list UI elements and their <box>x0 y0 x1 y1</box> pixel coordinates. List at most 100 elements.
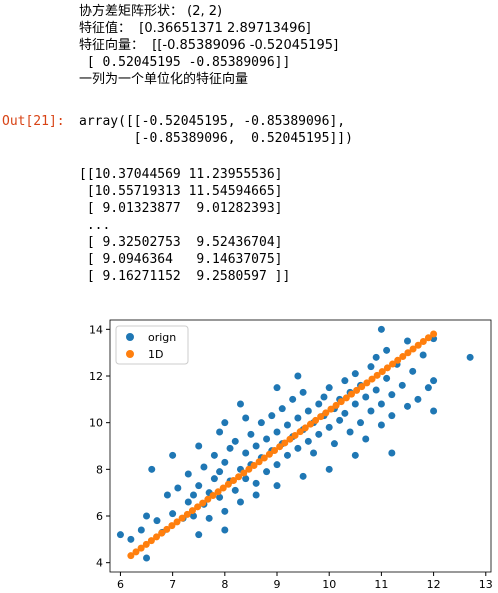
orign-point <box>252 491 260 499</box>
projected-1d-point <box>399 353 407 361</box>
orign-point <box>351 370 359 378</box>
orign-point <box>273 384 281 392</box>
orign-point <box>226 444 234 452</box>
projected-1d-point <box>358 383 366 391</box>
orign-point <box>398 381 406 389</box>
orign-point <box>430 377 438 385</box>
projected-1d-point <box>147 537 155 545</box>
orign-point <box>351 451 359 459</box>
printed-line: [ 9.16271152 9.2580597 ]] <box>79 269 291 284</box>
projected-1d-point <box>153 533 161 541</box>
orign-point <box>221 419 229 427</box>
orign-point <box>221 526 229 534</box>
orign-point <box>247 430 255 438</box>
projected-1d-point <box>127 552 135 560</box>
orign-point <box>299 388 307 396</box>
projected-1d-point <box>383 364 391 372</box>
orign-point <box>263 435 271 443</box>
projected-1d-point <box>322 409 330 417</box>
projected-1d-point <box>347 390 355 398</box>
projected-1d-point <box>353 386 361 394</box>
orign-point <box>195 531 203 539</box>
projected-1d-point <box>235 473 243 481</box>
y-tick-label: 6 <box>96 510 103 523</box>
projected-1d-point <box>281 439 289 447</box>
projected-1d-point <box>301 424 309 432</box>
orign-point <box>315 430 323 438</box>
orign-point <box>257 419 265 427</box>
projected-1d-point <box>332 401 340 409</box>
orign-point <box>367 363 375 371</box>
orign-point <box>216 428 224 436</box>
projected-1d-point <box>312 416 320 424</box>
orign-point <box>231 486 239 494</box>
orign-point <box>190 491 198 499</box>
projected-1d-point <box>158 529 166 537</box>
printed-line: [10.55719313 11.54594665] <box>79 184 283 199</box>
projected-1d-point <box>245 465 253 473</box>
projected-1d-point <box>404 349 412 357</box>
projected-1d-point <box>188 507 196 515</box>
output-prompt: Out[21]: <box>2 114 65 129</box>
orign-point <box>388 391 396 399</box>
legend: orign 1D <box>115 325 189 365</box>
orign-point <box>403 402 411 410</box>
orign-point <box>419 351 427 359</box>
orign-point <box>252 442 260 450</box>
projected-1d-point <box>199 499 207 507</box>
projected-1d-point <box>296 428 304 436</box>
legend-label-1d: 1D <box>148 348 163 361</box>
projected-1d-point <box>430 330 438 338</box>
orign-point <box>216 468 224 476</box>
orign-point <box>377 400 385 408</box>
x-tick-label: 6 <box>117 578 124 591</box>
projected-1d-point <box>224 480 232 488</box>
orign-point <box>210 451 218 459</box>
orign-point <box>357 419 365 427</box>
y-tick-label: 8 <box>96 463 103 476</box>
orign-point <box>377 325 385 333</box>
orign-point <box>221 458 229 466</box>
projected-1d-point <box>209 492 217 500</box>
orign-point <box>148 465 156 473</box>
orign-point <box>195 442 203 450</box>
stdout-line-eigenvectors-1: 特征向量： [[-0.85389096 -0.52045195] <box>79 38 339 53</box>
projected-1d-point <box>265 450 273 458</box>
projected-1d-point <box>394 356 402 364</box>
projected-1d-point <box>389 360 397 368</box>
result-line-1: array([[-0.52045195, -0.85389096], <box>79 114 346 129</box>
orign-point <box>252 479 260 487</box>
y-tick-label: 14 <box>89 323 103 336</box>
projected-1d-point <box>317 413 325 421</box>
stdout-line-eigenvalues: 特征值： [0.36651371 2.89713496] <box>79 21 311 36</box>
projected-1d-point <box>409 345 417 353</box>
projected-1d-point <box>178 514 186 522</box>
result-line-2: [-0.85389096, 0.52045195]]) <box>79 131 353 146</box>
x-axis: 6 7 8 9 10 11 12 13 <box>117 572 493 591</box>
orign-point <box>116 531 124 539</box>
projected-1d-point <box>363 379 371 387</box>
orign-point <box>143 512 151 520</box>
orign-point <box>325 465 333 473</box>
legend-box <box>115 325 189 365</box>
orign-point <box>174 484 182 492</box>
orign-point <box>299 472 307 480</box>
x-tick-label: 7 <box>169 578 176 591</box>
legend-marker-1d <box>126 350 134 358</box>
orign-point <box>325 423 333 431</box>
orign-point <box>304 407 312 415</box>
x-tick-label: 9 <box>274 578 281 591</box>
orign-point <box>346 428 354 436</box>
y-tick-label: 4 <box>96 557 103 570</box>
projected-1d-point <box>306 420 314 428</box>
orign-point <box>409 367 417 375</box>
orign-point <box>383 346 391 354</box>
cell-result: array([[-0.52045195, -0.85389096], [-0.8… <box>79 113 353 147</box>
orign-point <box>283 421 291 429</box>
orign-point <box>169 451 177 459</box>
projected-1d-point <box>229 477 237 485</box>
orign-point <box>294 414 302 422</box>
orign-point <box>330 440 338 448</box>
orign-point <box>362 393 370 401</box>
orign-point <box>127 535 135 543</box>
